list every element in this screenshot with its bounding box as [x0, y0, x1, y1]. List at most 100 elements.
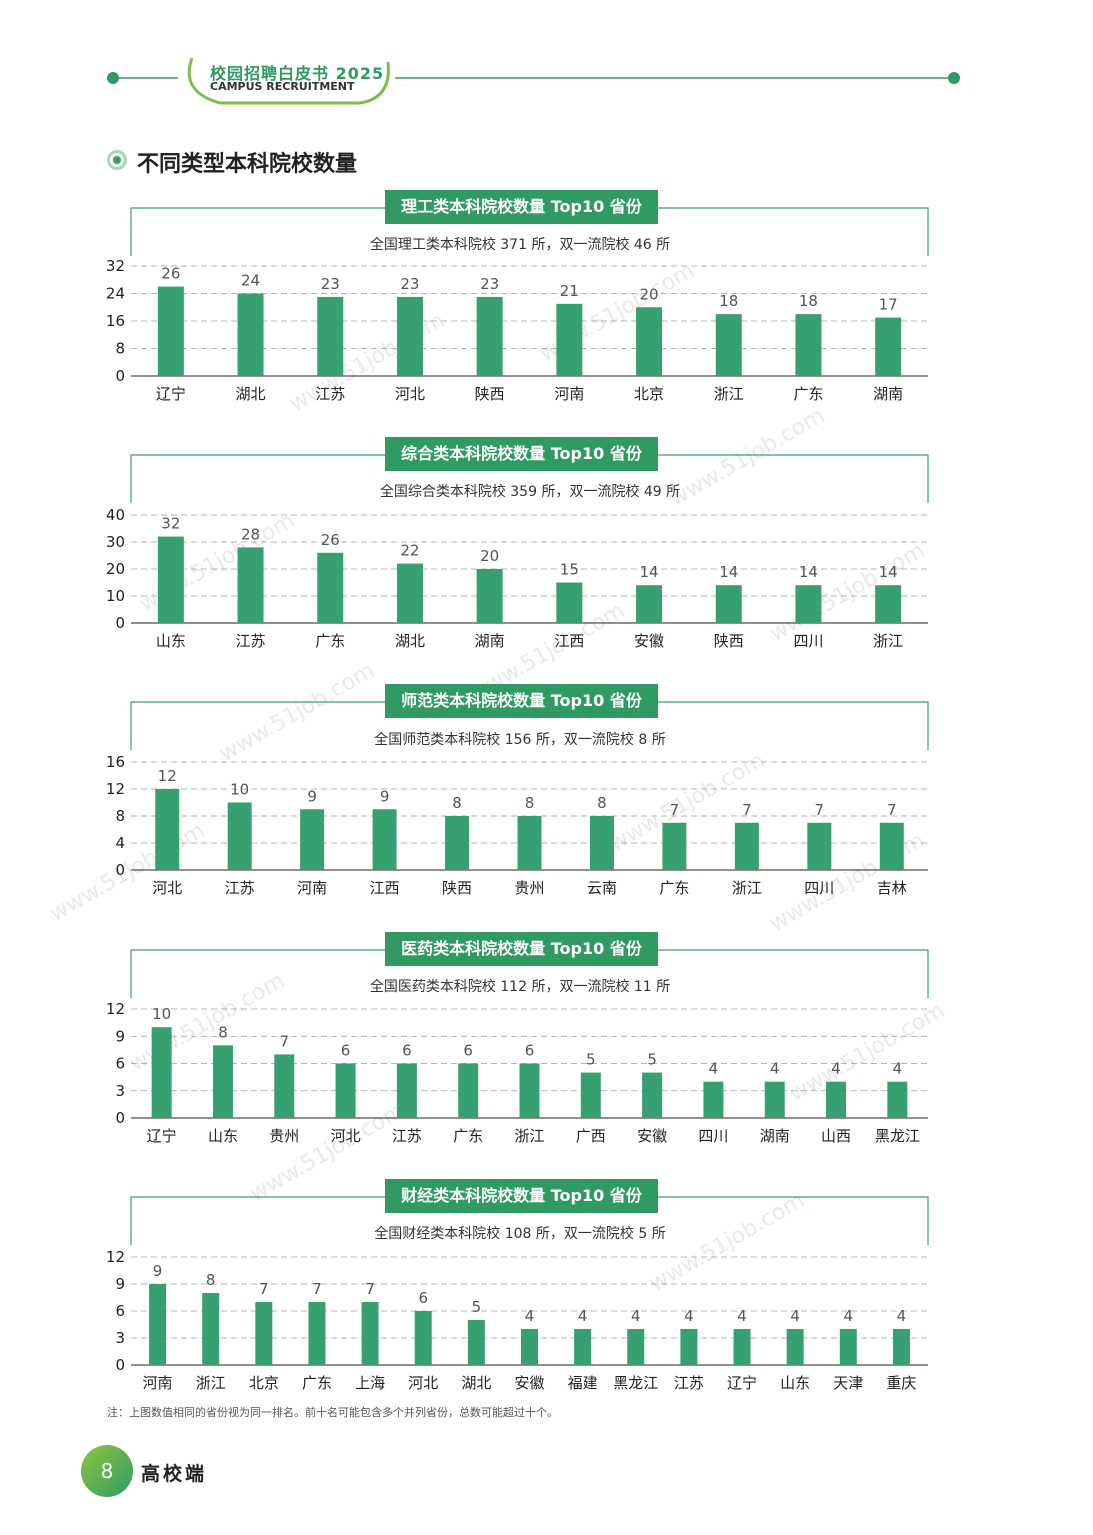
header-title: 校园招聘白皮书 2025	[210, 64, 385, 83]
bar	[300, 809, 325, 870]
chart-3-plot: 0 4 8 12 16 12 河北 10 江苏 9 河南 9 江西 8 陕西 8 贵州 8 云南 7 广东 7 浙江 7 四川 7…	[106, 701, 929, 897]
x-tick-label: 浙江	[714, 385, 744, 403]
chart-1-subtitle: 全国理工类本科院校 371 所，双一流院校 46 所	[369, 237, 671, 253]
y-tick-label: 24	[106, 285, 125, 303]
bar	[517, 816, 542, 870]
bar	[396, 1063, 417, 1118]
x-tick-label: 江苏	[315, 385, 345, 403]
bar	[149, 1284, 167, 1365]
frame-left	[130, 207, 385, 256]
frame-left	[130, 454, 385, 503]
bar	[396, 563, 423, 623]
y-tick-label: 8	[115, 807, 125, 825]
data-label: 15	[560, 561, 579, 579]
bar	[157, 286, 184, 376]
y-tick-label: 12	[106, 1248, 125, 1266]
data-label: 6	[402, 1042, 412, 1060]
y-tick-label: 0	[115, 614, 125, 632]
x-tick-label: 四川	[793, 632, 823, 650]
chart-1-plot: 0 8 16 24 32 26 辽宁 24 湖北 23 江苏 23 河北 23 陕西 21 河南 20 北京 18 浙江…	[106, 207, 929, 403]
frame-right	[658, 1196, 929, 1245]
data-label: 10	[230, 781, 249, 799]
y-tick-label: 16	[106, 312, 125, 330]
bar	[212, 1045, 233, 1118]
data-label: 20	[640, 285, 659, 303]
chart-5-plot: 0 3 6 9 12 9 河南 8 浙江 7 北京 7 广东 7 上海 6 河北 5 湖北 4 安徽 4 福建 4 黑龙江 4 江苏…	[106, 1196, 929, 1392]
bar	[476, 296, 503, 376]
x-tick-label: 河北	[408, 1374, 438, 1392]
bar	[317, 296, 344, 376]
y-tick-label: 32	[106, 257, 125, 275]
bar	[875, 585, 902, 623]
x-tick-label: 江西	[554, 632, 584, 650]
x-tick-label: 广西	[576, 1127, 606, 1145]
data-label: 22	[400, 542, 419, 560]
data-label: 7	[279, 1032, 289, 1050]
bar	[155, 789, 180, 870]
page-section-label: 高校端	[141, 1463, 208, 1485]
x-tick-label: 浙江	[514, 1127, 544, 1145]
page-number: 8	[81, 1445, 133, 1497]
y-tick-label: 8	[115, 340, 125, 358]
x-tick-label: 陕西	[714, 632, 744, 650]
data-label: 14	[879, 563, 898, 581]
section-title: 不同类型本科院校数量	[137, 152, 358, 177]
y-tick-label: 40	[106, 506, 125, 524]
x-tick-label: 天津	[833, 1374, 863, 1392]
bar	[795, 314, 822, 376]
x-tick-label: 山东	[156, 632, 186, 650]
bar	[636, 307, 663, 376]
x-tick-label: 山东	[780, 1374, 810, 1392]
bar	[556, 303, 583, 376]
bar	[892, 1329, 910, 1365]
x-tick-label: 湖南	[760, 1127, 790, 1145]
data-label: 6	[418, 1289, 428, 1307]
chart-5-subtitle: 全国财经类本科院校 108 所，双一流院校 5 所	[374, 1226, 666, 1242]
y-tick-label: 0	[115, 1109, 125, 1127]
chart-4-subtitle: 全国医药类本科院校 112 所，双一流院校 11 所	[369, 979, 671, 995]
bar	[807, 822, 832, 870]
x-tick-label: 安徽	[637, 1127, 667, 1145]
x-tick-label: 江苏	[236, 632, 266, 650]
data-label: 4	[709, 1060, 719, 1078]
data-label: 10	[152, 1005, 171, 1023]
bar	[157, 536, 184, 623]
x-tick-label: 浙江	[732, 879, 762, 897]
y-tick-label: 9	[115, 1275, 125, 1293]
data-label: 17	[879, 296, 898, 314]
x-tick-label: 河南	[143, 1374, 173, 1392]
x-tick-label: 湖南	[873, 385, 903, 403]
bar	[879, 822, 904, 870]
data-label: 7	[365, 1280, 375, 1298]
x-tick-label: 河北	[395, 385, 425, 403]
x-tick-label: 河北	[152, 879, 182, 897]
bar	[839, 1329, 857, 1365]
x-tick-label: 浙江	[196, 1374, 226, 1392]
x-tick-label: 河北	[331, 1127, 361, 1145]
x-tick-label: 四川	[698, 1127, 728, 1145]
x-tick-label: 湖北	[461, 1374, 491, 1392]
data-label: 4	[737, 1307, 747, 1325]
data-label: 32	[161, 515, 180, 533]
data-label: 4	[525, 1307, 535, 1325]
x-tick-label: 陕西	[475, 385, 505, 403]
data-label: 18	[719, 292, 738, 310]
bar	[227, 802, 252, 870]
x-tick-label: 河南	[554, 385, 584, 403]
bar	[589, 816, 614, 870]
x-tick-label: 江西	[370, 879, 400, 897]
header-subtitle: CAMPUS RECRUITMENT	[210, 80, 355, 93]
x-tick-label: 广东	[793, 385, 823, 403]
data-label: 8	[218, 1023, 228, 1041]
bar	[445, 816, 470, 870]
header-dot-right	[948, 72, 960, 84]
footnote: 注：上图数值相同的省份视为同一排名。前十名可能包含多个并列省份，总数可能超过十个…	[107, 1406, 558, 1419]
bar	[467, 1320, 485, 1365]
data-label: 4	[893, 1060, 903, 1078]
y-tick-label: 10	[106, 587, 125, 605]
frame-left	[130, 701, 385, 750]
data-label: 7	[670, 801, 680, 819]
data-label: 26	[321, 531, 340, 549]
chart-2-plot: 0 10 20 30 40 32 山东 28 江苏 26 广东 22 湖北 20 湖南 15 江西 14 安徽 14 陕…	[106, 454, 929, 650]
x-tick-label: 山西	[821, 1127, 851, 1145]
